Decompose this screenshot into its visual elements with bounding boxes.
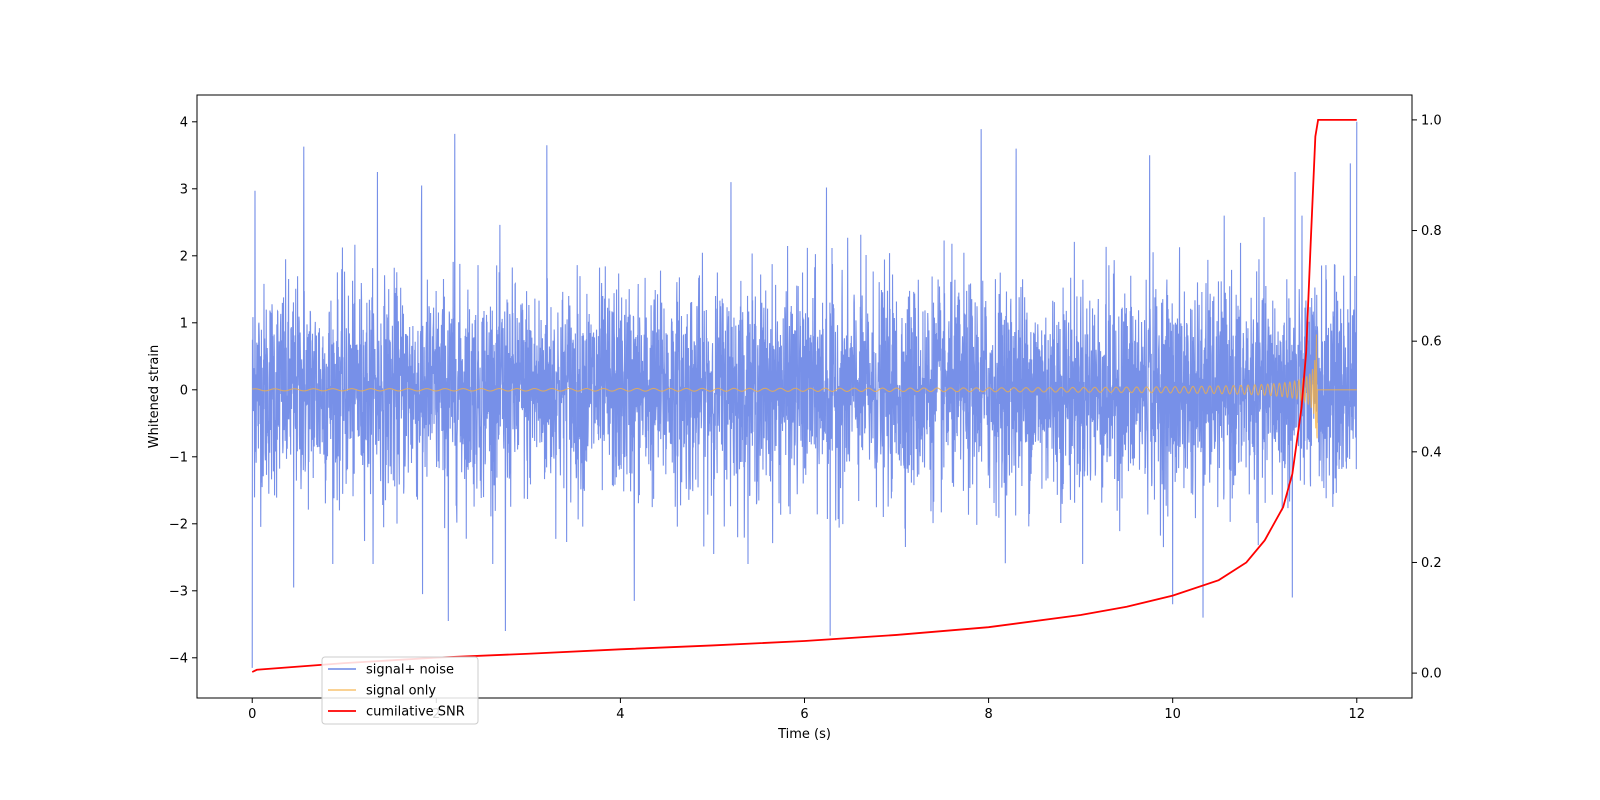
y2-tick-label: 0.4	[1421, 445, 1442, 460]
series-signal-only	[252, 334, 1357, 439]
legend-box	[321, 656, 479, 725]
y2-tick-label: 1.0	[1421, 113, 1442, 128]
y-axis-right: 0.0 0.2 0.4 0.6 0.8 1.0	[1412, 113, 1442, 682]
legend: signal+ noise signal only cumilative SNR	[321, 656, 479, 725]
y-tick-label: 1	[180, 316, 188, 331]
y-tick-label: 2	[180, 249, 188, 264]
y2-tick-label: 0.0	[1421, 667, 1442, 682]
legend-label: signal only	[366, 684, 436, 699]
y2-tick-label: 0.6	[1421, 335, 1442, 350]
x-tick-label: 12	[1348, 707, 1365, 722]
x-tick-label: 10	[1164, 707, 1181, 722]
y-axis-label: Whitened strain	[147, 345, 162, 448]
series-cumilative-snr	[251, 118, 1357, 673]
x-axis-label: Time (s)	[777, 727, 831, 742]
x-tick-label: 6	[800, 707, 808, 722]
legend-label: cumilative SNR	[366, 705, 465, 720]
y2-tick-label: 0.2	[1421, 556, 1442, 571]
y-tick-label: 4	[180, 115, 188, 130]
x-tick-label: 0	[248, 707, 256, 722]
y-tick-label: −1	[169, 450, 188, 465]
x-tick-label: 4	[616, 707, 624, 722]
x-tick-label: 8	[984, 707, 992, 722]
plot-series	[251, 118, 1358, 673]
legend-label: signal+ noise	[366, 663, 454, 678]
y-tick-label: 3	[180, 182, 188, 197]
y-tick-label: −2	[169, 517, 188, 532]
series-signal-plus-noise	[251, 121, 1358, 668]
y-tick-label: 0	[180, 383, 188, 398]
y-tick-label: −3	[169, 584, 188, 599]
y-axis-left: −4 −3 −2 −1 0 1 2 3 4	[169, 115, 197, 666]
y2-tick-label: 0.8	[1421, 224, 1442, 239]
y-tick-label: −4	[169, 651, 188, 666]
